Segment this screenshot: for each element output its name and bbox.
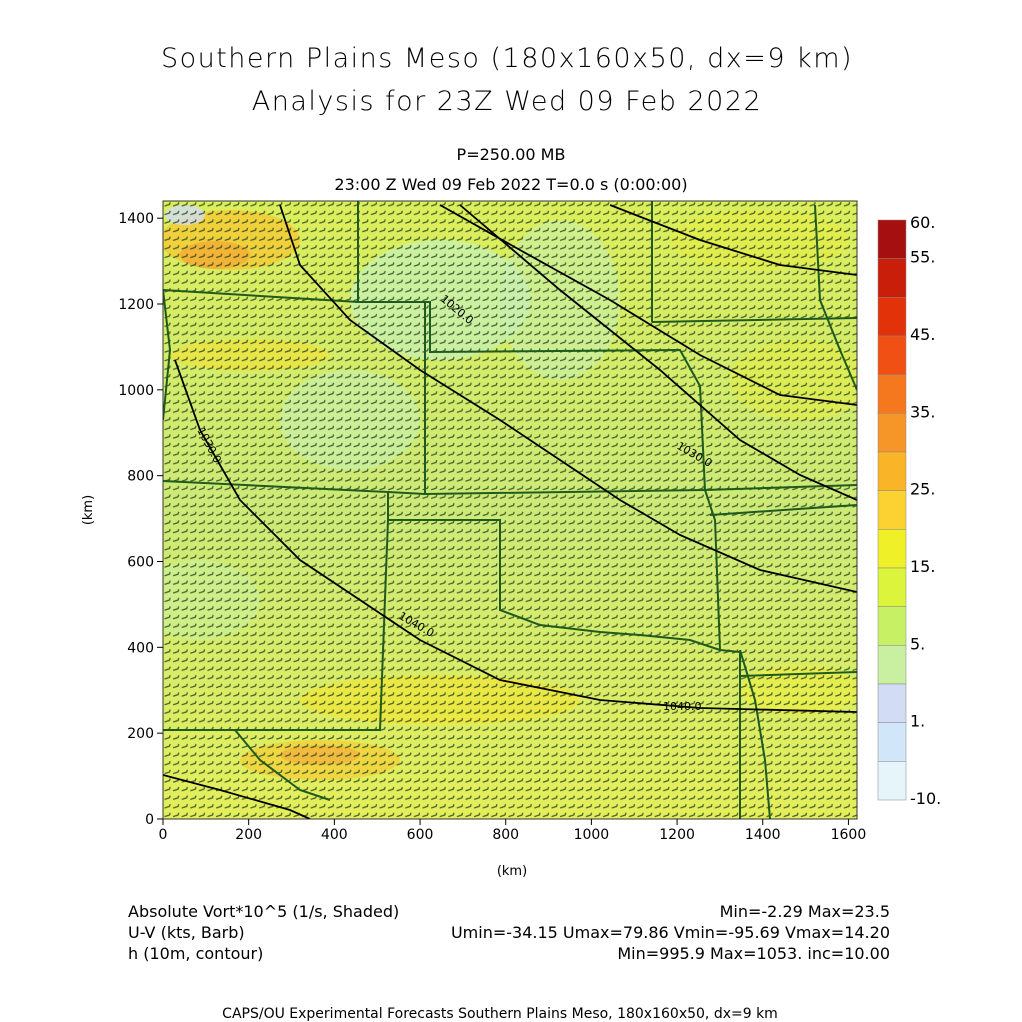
colorbar-swatch: [877, 219, 907, 259]
colorbar-swatch: [877, 683, 907, 723]
y-tick-label: 200: [127, 726, 154, 742]
y-axis-label: (km): [81, 495, 96, 525]
barb-field-label: U-V (kts, Barb): [128, 923, 245, 942]
barb-field-stats: Umin=-34.15 Umax=79.86 Vmin=-95.69 Vmax=…: [450, 923, 890, 942]
contour-field-stats: Min=995.9 Max=1053. inc=10.00: [617, 944, 890, 963]
x-tick-label: 0: [159, 827, 168, 843]
colorbar-swatch: [877, 529, 907, 569]
contour-label-5: 1040.0: [663, 700, 702, 713]
colorbar-label: 60.: [910, 213, 935, 232]
credit-line: CAPS/OU Experimental Forecasts Southern …: [222, 1006, 778, 1022]
x-axis: 0 200 400 600 800 1000 1200 1400 1600: [159, 819, 867, 843]
colorbar-label: 45.: [910, 325, 935, 344]
y-axis: 0 200 400 600 800 1000 1200 1400: [118, 211, 163, 828]
colorbar-swatch: [877, 335, 907, 375]
plot-frame: [162, 200, 858, 820]
y-tick-label: 1000: [118, 383, 154, 399]
colorbar-label: 35.: [910, 402, 935, 421]
map-subtitle: Analysis for 23Z Wed 09 Feb 2022: [251, 86, 763, 117]
y-tick-label: 0: [145, 812, 154, 828]
colorbar-swatch: [877, 490, 907, 530]
shaded-field-stats: Min=-2.29 Max=23.5: [719, 902, 890, 921]
map-title: Southern Plains Meso (180x160x50, dx=9 k…: [160, 43, 854, 74]
colorbar-label: -10.: [910, 789, 941, 808]
y-tick-label: 400: [127, 640, 154, 656]
y-tick-label: 600: [127, 555, 154, 571]
colorbar-label: 55.: [910, 248, 935, 267]
contour-field-label: h (10m, contour): [128, 944, 264, 963]
x-tick-label: 600: [407, 827, 434, 843]
colorbar-swatch: [877, 451, 907, 491]
colorbar: 60. 55. 45. 35. 25. 15. 5. 1. -10.: [877, 213, 941, 808]
x-tick-label: 800: [492, 827, 519, 843]
colorbar-swatch: [877, 606, 907, 646]
x-tick-label: 1400: [745, 827, 781, 843]
x-tick-label: 200: [235, 827, 262, 843]
colorbar-swatch: [877, 761, 907, 801]
colorbar-swatch: [877, 645, 907, 685]
x-tick-label: 400: [321, 827, 348, 843]
x-axis-label: (km): [497, 864, 527, 879]
y-tick-label: 800: [127, 469, 154, 485]
colorbar-label: 1.: [910, 712, 925, 731]
valid-time: 23:00 Z Wed 09 Feb 2022 T=0.0 s (0:00:00…: [334, 175, 688, 194]
colorbar-label: 15.: [910, 557, 935, 576]
colorbar-swatch: [877, 258, 907, 298]
colorbar-swatch: [877, 297, 907, 337]
colorbar-swatch: [877, 413, 907, 453]
colorbar-swatch: [877, 567, 907, 607]
height-contours: [163, 204, 857, 819]
y-tick-label: 1400: [118, 211, 154, 227]
colorbar-label: 25.: [910, 480, 935, 499]
colorbar-label: 5.: [910, 634, 925, 653]
colorbar-swatch: [877, 722, 907, 762]
x-tick-label: 1000: [574, 827, 610, 843]
shaded-field-label: Absolute Vort*10^5 (1/s, Shaded): [128, 902, 400, 921]
y-tick-label: 1200: [118, 297, 154, 313]
x-tick-label: 1600: [831, 827, 867, 843]
pressure-level: P=250.00 MB: [456, 145, 566, 164]
x-tick-label: 1200: [659, 827, 695, 843]
colorbar-swatch: [877, 374, 907, 414]
vorticity-field: [163, 201, 857, 819]
